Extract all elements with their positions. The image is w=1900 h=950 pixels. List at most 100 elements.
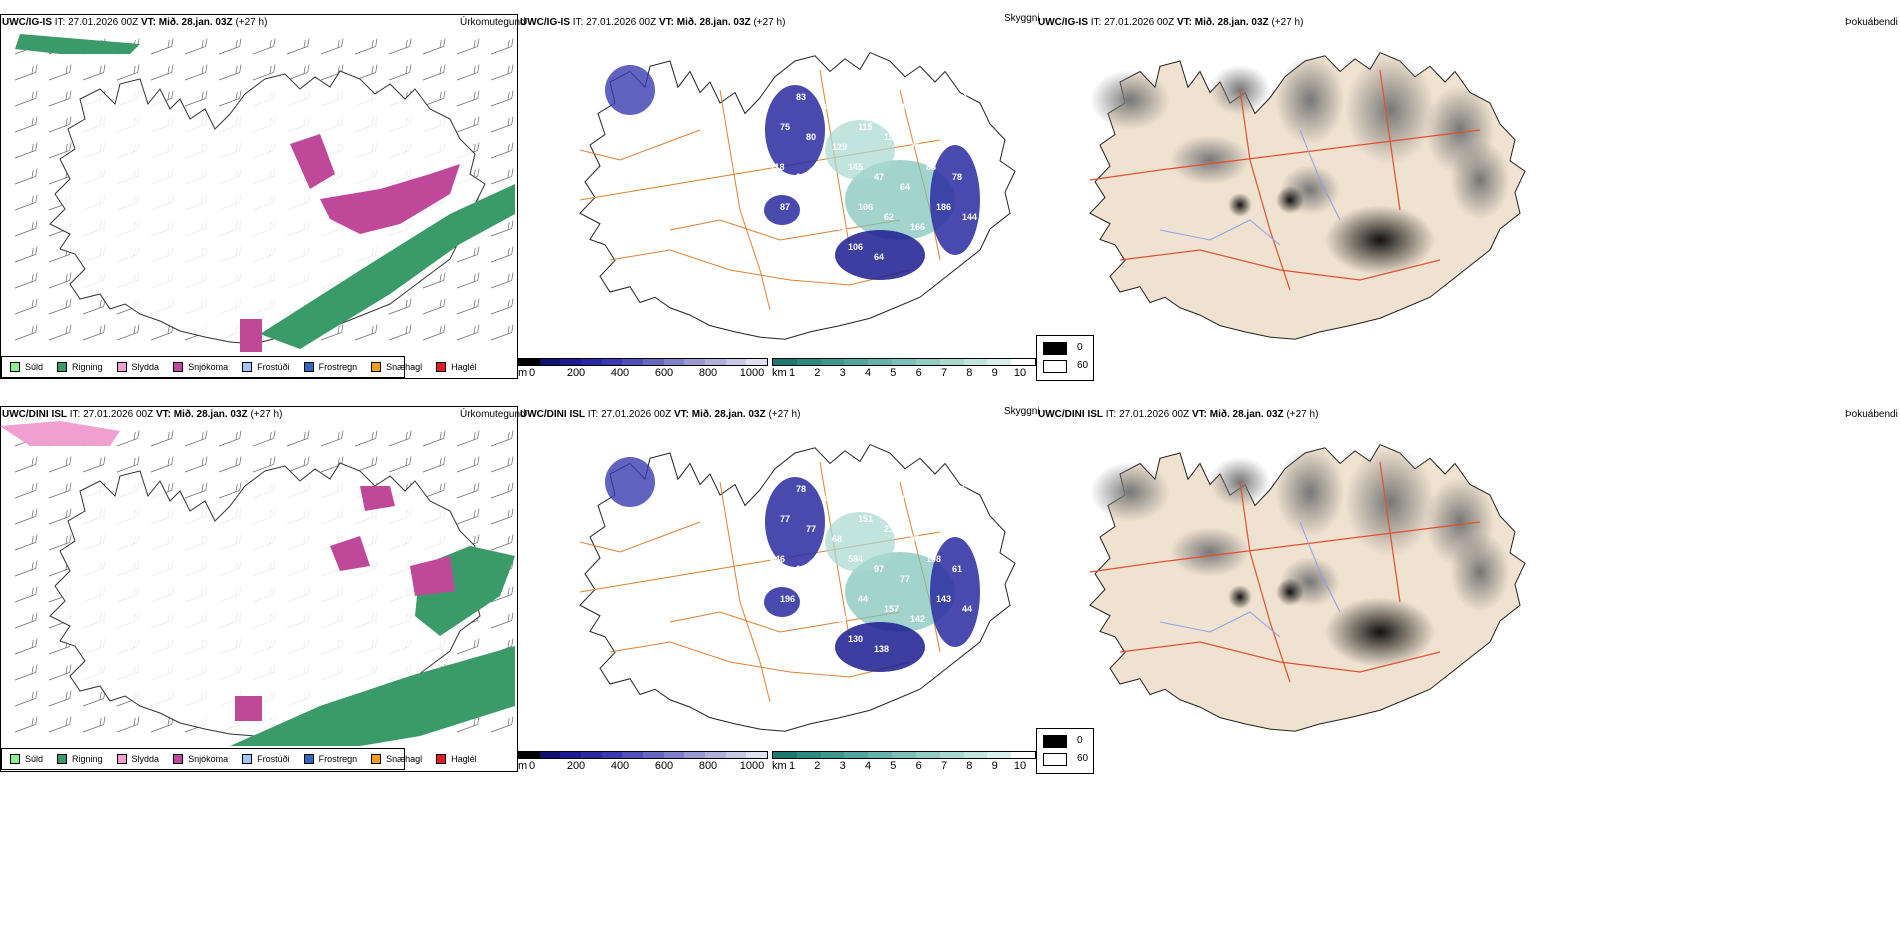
wind-barb — [184, 90, 208, 107]
header-precip-top: UWC/IG-IS IT: 27.01.2026 00Z VT: Mið. 28… — [2, 17, 268, 28]
sleet-area — [0, 421, 120, 446]
wind-barb — [48, 90, 72, 107]
snow-area — [330, 536, 370, 571]
ceiling-label: 108 — [926, 554, 941, 564]
ceiling-label: 64 — [900, 182, 910, 192]
legend-swatch — [10, 754, 20, 764]
legend-swatch — [173, 362, 184, 372]
cloud-patch — [1450, 140, 1510, 220]
ceiling-label: 146 — [796, 564, 811, 574]
ceiling-label: 237 — [884, 524, 899, 534]
legend-swatch — [57, 362, 68, 372]
wind-barb — [286, 38, 310, 55]
wind-barb — [14, 638, 38, 655]
ceiling-label: 70 — [806, 604, 816, 614]
legend-swatch — [10, 362, 20, 372]
wind-barb — [388, 38, 412, 55]
ceiling-label: 118 — [832, 614, 847, 624]
legend-item: Frostregn — [303, 362, 357, 372]
colorbar-ramp — [772, 358, 1036, 366]
wind-barb — [456, 482, 480, 499]
wind-barb — [252, 38, 276, 55]
wind-barb — [490, 298, 514, 315]
legend-label: Snjókoma — [188, 362, 229, 372]
panel-title-precip-top: Úrkomutegund — [460, 17, 526, 28]
legend-label: Frostúði — [257, 754, 290, 764]
ceiling-label: 90 — [926, 474, 936, 484]
fog-key-label: 60 — [1077, 360, 1089, 371]
wind-barb — [456, 90, 480, 107]
wind-barb — [14, 482, 38, 499]
wind-barb — [388, 324, 412, 341]
header-visibility-top: UWC/IG-IS IT: 27.01.2026 00Z VT: Mið. 28… — [520, 17, 786, 28]
colorbar-tick: 1 — [788, 760, 796, 772]
ceiling-label: 158 — [796, 252, 811, 262]
fog-map-bottom — [1060, 422, 1560, 752]
cloud-patch — [1090, 70, 1170, 130]
wind-barb — [48, 64, 72, 81]
wind-barb — [116, 456, 140, 473]
cloud-patch — [1345, 447, 1435, 557]
wind-barb — [116, 430, 140, 447]
colorbar-tick: 1 — [788, 367, 796, 379]
wind-barb — [218, 456, 242, 473]
wind-barb — [14, 534, 38, 551]
colorbar-tick: 2 — [814, 367, 821, 379]
wind-barb — [184, 482, 208, 499]
road-line — [579, 129, 701, 161]
colorbar-tick: 1000 — [739, 760, 765, 772]
wind-barb — [14, 194, 38, 211]
cloud-patch — [1450, 532, 1510, 612]
ceiling-label: 48 — [770, 634, 780, 644]
wind-barb — [354, 430, 378, 447]
ceiling-label: 70 — [900, 494, 910, 504]
wind-barb — [490, 116, 514, 133]
ceiling-label: 94 — [796, 172, 806, 182]
legend-swatch — [303, 754, 314, 764]
colorbar-tick: 600 — [654, 760, 674, 772]
wind-barb — [82, 64, 106, 81]
ceiling-label: 63 — [822, 494, 832, 504]
legend-swatch — [436, 362, 447, 372]
panel-title-visibility-bottom: Skyggni — [1004, 406, 1040, 417]
low-ceiling-zone — [930, 537, 980, 647]
ceiling-label: 11 — [822, 262, 832, 272]
wind-barb — [252, 64, 276, 81]
wind-barb — [456, 716, 480, 733]
precip-map-top — [14, 34, 515, 352]
legend-item: Rigning — [57, 754, 103, 764]
legend-label: Frostúði — [257, 362, 290, 372]
fog-core — [1228, 585, 1252, 609]
wind-barb — [184, 64, 208, 81]
ceiling-label: 77 — [780, 514, 790, 524]
colorbar-tick: 9 — [991, 367, 998, 379]
road-line — [1119, 249, 1441, 281]
wind-barb — [490, 508, 514, 525]
ceiling-label: 85 — [900, 102, 910, 112]
ceiling-label: 44 — [962, 604, 972, 614]
wind-barb — [456, 246, 480, 263]
road-line — [1239, 481, 1291, 683]
ceiling-label: 142 — [910, 614, 925, 624]
wind-barb — [422, 456, 446, 473]
cloud-patch — [1170, 527, 1250, 577]
legend-label: Súld — [25, 362, 44, 372]
wind-barb — [422, 38, 446, 55]
fog-key-swatch — [1043, 735, 1067, 748]
legend-label: Snjókoma — [188, 754, 229, 764]
wind-barb — [150, 38, 174, 55]
legend-swatch — [242, 754, 253, 764]
ceiling-label: 83 — [796, 92, 806, 102]
wind-barb — [14, 508, 38, 525]
low-ceiling-zone — [605, 457, 655, 507]
visibility-zone — [825, 120, 895, 180]
wind-barb — [48, 324, 72, 341]
road-line — [719, 481, 771, 703]
low-ceiling-zone — [765, 85, 825, 175]
wind-barb — [116, 64, 140, 81]
header-precip-bottom: UWC/DINI ISL IT: 27.01.2026 00Z VT: Mið.… — [2, 409, 283, 420]
fog-map-top — [1060, 30, 1560, 360]
ceiling-label: 87 — [780, 202, 790, 212]
ceiling-label: 89 — [910, 534, 920, 544]
colorbar-tick: 2 — [814, 760, 821, 772]
